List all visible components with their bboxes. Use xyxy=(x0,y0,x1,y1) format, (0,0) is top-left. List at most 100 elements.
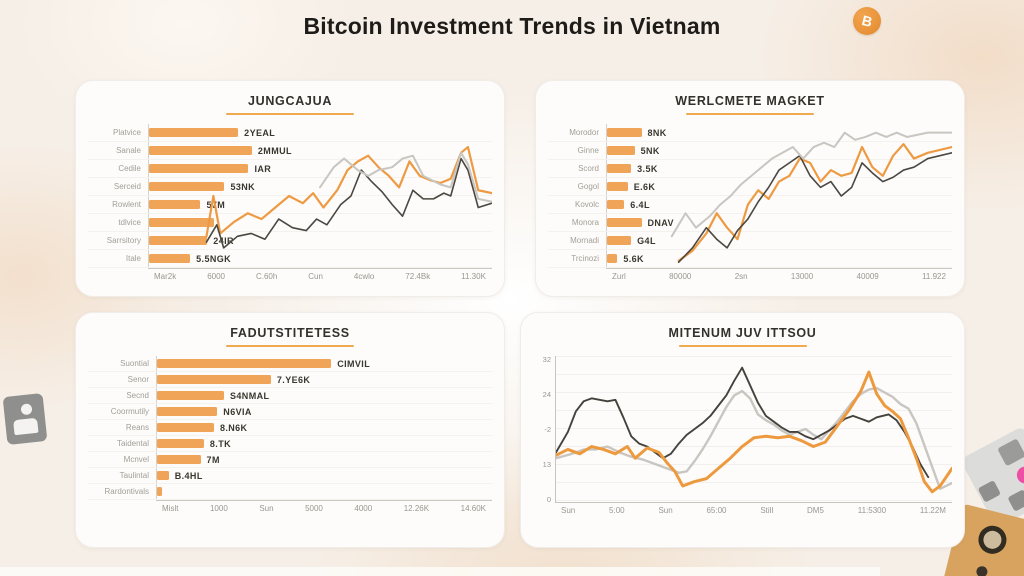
bar-row: Reans 8.N6K xyxy=(88,420,492,436)
bar-track: 5.5NGK xyxy=(148,250,492,267)
y-tick-label: 24 xyxy=(542,389,551,399)
person-badge-graphic xyxy=(2,393,48,445)
panel-bottom-right: MITENUM JUV ITTSOU 32 24 -2 13 0 Sun 5:00 Sun 65… xyxy=(520,312,965,548)
device-part xyxy=(1007,489,1024,512)
bar-value-label: 5NK xyxy=(640,145,660,156)
x-tick-label: 11:5300 xyxy=(857,506,887,515)
x-tick-label: Cun xyxy=(308,272,323,281)
panel-top-left: JUNGCAJUA Platvice 2YEAL Sanale 2MMUL Cedile… xyxy=(75,80,505,297)
bar xyxy=(607,182,628,191)
bar-value-label: S4NMAL xyxy=(230,390,270,401)
bar-row: Rardontivals xyxy=(88,484,492,500)
bar-track: DNAV xyxy=(606,214,952,231)
device-part xyxy=(997,438,1024,467)
bar-label: tdlvice xyxy=(118,218,141,227)
bar-label: Sanale xyxy=(116,146,141,155)
bar-label: Mcnvel xyxy=(123,455,149,464)
bar-label: Monora xyxy=(571,218,599,227)
bar-value-label: B.4HL xyxy=(174,470,203,481)
x-tick-label: 80000 xyxy=(669,272,692,281)
bar-row: Senor 7.YE6K xyxy=(88,372,492,388)
bar-row: Rowlent 57M xyxy=(88,196,492,214)
bar-track: CIMVIL xyxy=(156,356,492,371)
bar-row: Gogol E.6K xyxy=(548,178,952,196)
bar xyxy=(157,359,332,368)
bar-value-label: 7M xyxy=(206,454,220,465)
bar-value-label: IAR xyxy=(254,163,272,174)
x-tick-label: 2sn xyxy=(734,272,748,281)
bar-row: Taulintal B.4HL xyxy=(88,468,492,484)
bar xyxy=(607,200,625,209)
bar-label: Reans xyxy=(125,423,149,432)
bar-track: 7.YE6K xyxy=(156,372,492,387)
series-light xyxy=(556,388,952,489)
y-tick-label: -2 xyxy=(544,424,551,434)
bar-row: Morodor 8NK xyxy=(548,124,952,142)
bar-label: Scord xyxy=(578,164,599,173)
bar-rows: Platvice 2YEAL Sanale 2MMUL Cedile IAR Serceid… xyxy=(88,124,492,268)
x-tick-label: DM5 xyxy=(807,506,824,515)
x-tick-label: 5000 xyxy=(305,504,323,513)
bar-label: Mornadi xyxy=(570,236,599,245)
x-axis: Zurl 80000 2sn 13000 40009 11.922 xyxy=(606,268,952,281)
x-tick-label: Zurl xyxy=(612,272,626,281)
title-underline xyxy=(686,113,814,115)
bar xyxy=(149,182,225,191)
bar xyxy=(149,128,239,137)
bar-track: 2MMUL xyxy=(148,142,492,159)
bar-track: 57M xyxy=(148,196,492,213)
x-tick-label: 13000 xyxy=(790,272,814,281)
bar-track: N6VIA xyxy=(156,404,492,419)
panel-bottom-left: FADUTSTITETESS Suontial CIMVIL Senor 7.YE6K… xyxy=(75,312,505,548)
x-tick-label: 1000 xyxy=(209,504,228,513)
bar-label: Platvice xyxy=(112,128,141,137)
bar-label: Secnd xyxy=(126,391,149,400)
x-tick-label: 12.26K xyxy=(403,504,430,513)
person-icon xyxy=(20,403,33,416)
bar-chart: Suontial CIMVIL Senor 7.YE6K Secnd S4NMAL Coor… xyxy=(88,356,492,513)
bar-value-label: 5.6K xyxy=(623,253,644,264)
bar-row: Serceid 53NK xyxy=(88,178,492,196)
x-tick-label: 4cwlo xyxy=(353,272,375,281)
bar-row: Itale 5.5NGK xyxy=(88,250,492,268)
x-axis: Mislt 1000 Sun 5000 4000 12.26K 14.60K xyxy=(156,500,492,513)
bar-rows: Suontial CIMVIL Senor 7.YE6K Secnd S4NMAL Coor… xyxy=(88,356,492,500)
bottom-highlight-strip xyxy=(0,567,880,576)
bar-line-chart: Morodor 8NK Ginne 5NK Scord 3.5K Gogol E.6K Kovo… xyxy=(548,124,952,281)
bar-row: Coormutily N6VIA xyxy=(88,404,492,420)
panel-top-right: WERLCMETE MAGKET Morodor 8NK Ginne 5NK Scord… xyxy=(535,80,965,297)
bar-label: Kovolc xyxy=(574,200,599,209)
bar-track: 24IR xyxy=(148,232,492,249)
bar xyxy=(157,375,271,384)
bar-value-label: 2MMUL xyxy=(257,145,292,156)
bar-track: S4NMAL xyxy=(156,388,492,403)
y-axis: 32 24 -2 13 0 xyxy=(533,356,555,503)
bar-line-chart: Platvice 2YEAL Sanale 2MMUL Cedile IAR Serceid… xyxy=(88,124,492,281)
bar-label: Trcinozi xyxy=(571,254,599,263)
x-tick-label: Sun xyxy=(561,506,576,515)
bar-track: 8NK xyxy=(606,124,952,141)
bar-value-label: 5.5NGK xyxy=(196,253,232,264)
x-tick-label: 6000 xyxy=(207,272,225,281)
bitcoin-glyph: B xyxy=(860,12,874,30)
panel-title: FADUTSTITETESS xyxy=(230,326,350,340)
x-tick-label: Sun xyxy=(658,506,673,515)
bar-label: Taulintal xyxy=(119,471,149,480)
x-tick-label: 11.922 xyxy=(922,272,946,281)
bar-label: Coormutily xyxy=(110,407,149,416)
bar-row: Kovolc 6.4L xyxy=(548,196,952,214)
pink-dot-icon xyxy=(1013,463,1024,487)
y-tick-label: 32 xyxy=(542,355,551,364)
bar-track: 5NK xyxy=(606,142,952,159)
bar-value-label: 3.5K xyxy=(637,163,658,174)
bar-label: Morodor xyxy=(569,128,599,137)
bar-track: 53NK xyxy=(148,178,492,195)
bar-track: 3.5K xyxy=(606,160,952,177)
bar-track: 8.N6K xyxy=(156,420,492,435)
series-dark xyxy=(556,368,928,478)
bar xyxy=(157,455,201,464)
bar xyxy=(607,128,642,137)
x-axis: Mar2k 6000 C.60h Cun 4cwlo 72.4Bk 11.30K xyxy=(148,268,492,281)
bar-row: Ginne 5NK xyxy=(548,142,952,160)
